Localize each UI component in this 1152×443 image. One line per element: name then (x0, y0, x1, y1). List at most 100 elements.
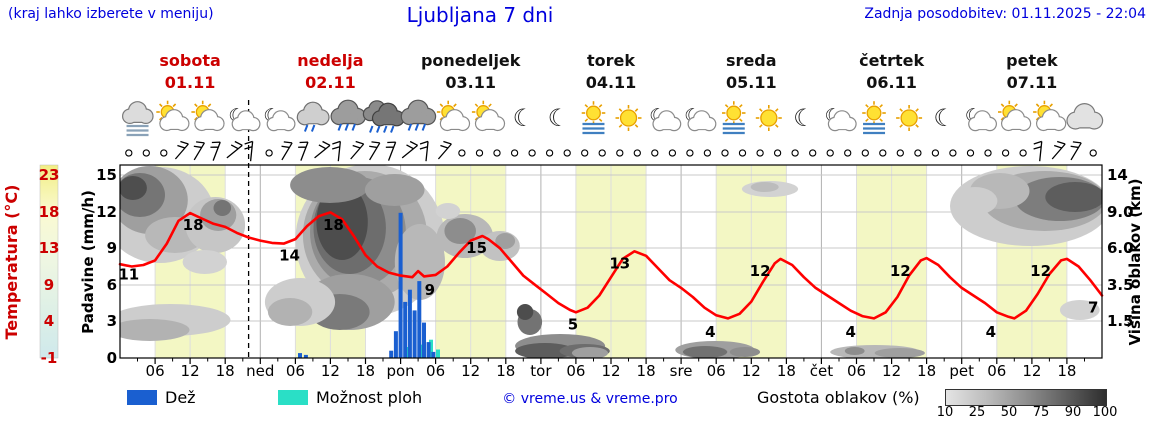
precip-axis-tick: 15 (96, 166, 117, 184)
time-tick: 06 (566, 362, 585, 380)
wind-calm-circle (966, 149, 975, 157)
wind-barb (281, 141, 293, 161)
day-name: ponedeljek (421, 51, 521, 70)
weather-icon-mcloud: ☾ (684, 105, 717, 132)
precip-axis-tick: 6 (107, 276, 117, 294)
wind-barb (210, 141, 221, 161)
cloud-icon (474, 109, 506, 132)
temp-value-label: 11 (118, 266, 139, 284)
wind-calm-circle (861, 149, 869, 157)
fog-lines-icon (126, 124, 149, 137)
weather-icon-cloud (1066, 103, 1104, 130)
time-tick: 06 (286, 362, 305, 380)
weather-icon-rain (400, 99, 437, 131)
cloud-icon (687, 110, 717, 132)
copyright-link[interactable]: © vreme.us & vreme.pro (502, 391, 678, 407)
weather-icon-psun (156, 100, 190, 132)
time-tick: 06 (426, 362, 445, 380)
raindrops-icon (407, 123, 427, 131)
showers-swatch (278, 390, 308, 405)
cloud-cover-layer (120, 165, 1102, 358)
temp-axis-tick: 13 (39, 239, 60, 257)
weather-icon-sunfog (862, 101, 886, 135)
cloud-density-label: Gostota oblakov (%) (757, 388, 920, 407)
weather-icon-fog (122, 101, 154, 137)
density-tick: 10 (936, 405, 954, 420)
wind-barb (226, 140, 243, 159)
fog-lines-icon (582, 122, 605, 135)
wind-calm-circle (756, 149, 764, 157)
time-tick: 18 (216, 362, 235, 380)
moon-icon: ☾ (548, 104, 570, 132)
wind-calm-circle (844, 149, 852, 157)
precip-axis-tick: 0 (107, 349, 117, 367)
sun-icon (896, 105, 923, 131)
time-tick: 12 (882, 362, 901, 380)
day-name: torek (587, 51, 635, 70)
wind-barb (350, 140, 365, 160)
wind-calm-circle (703, 149, 712, 157)
wind-calm-circle (563, 149, 571, 157)
day-name: petek (1006, 51, 1058, 70)
moon-icon: ☾ (933, 104, 955, 132)
sun-icon (615, 105, 642, 131)
temp-value-label: 14 (279, 247, 300, 265)
day-date: 01.11 (165, 73, 216, 92)
cloud-icon (1001, 109, 1032, 132)
temp-value-label: 13 (609, 254, 630, 272)
time-tick: 12 (181, 362, 200, 380)
day-date: 03.11 (445, 73, 496, 92)
time-tick: 12 (1022, 362, 1041, 380)
cloud-icon (827, 110, 857, 132)
temp-value-label: 4 (705, 323, 715, 341)
weather-icon-sun (615, 105, 642, 131)
cloud-icon (652, 110, 682, 132)
weather-icon-sun (755, 105, 782, 131)
wind-barb (1051, 140, 1066, 160)
wind-barb (1070, 141, 1082, 161)
wind-barb (244, 140, 254, 162)
cloud-axis-tick: 6.0 (1107, 239, 1134, 257)
weather-icon-mcloud: ☾ (263, 105, 296, 132)
wind-calm-circle (1089, 149, 1097, 157)
temp-axis-tick: 23 (39, 166, 60, 184)
rain-swatch (127, 390, 157, 405)
moon-icon: ☾ (513, 104, 535, 132)
day-abbrev: tor (530, 362, 552, 380)
wind-calm-circle (809, 149, 817, 157)
temp-value-label: 15 (466, 239, 487, 257)
cloud-axis-title: Višina oblakov (km) (1126, 178, 1144, 345)
wind-barb (401, 140, 418, 159)
temp-value-label: 12 (890, 262, 911, 280)
wind-barb (437, 140, 452, 160)
cloud-icon (159, 109, 190, 132)
cloud-icon (194, 109, 225, 132)
temp-axis-tick: -1 (41, 349, 58, 367)
precip-axis-tick: 9 (107, 239, 117, 257)
time-tick: 18 (917, 362, 936, 380)
temp-value-label: 18 (183, 216, 204, 234)
time-tick: 18 (777, 362, 796, 380)
cloud-icon (1036, 109, 1067, 132)
wind-calm-circle (142, 149, 150, 157)
weather-icon-rain (330, 99, 366, 131)
temp-value-label: 12 (1030, 262, 1051, 280)
raindrops-icon (369, 125, 395, 133)
wind-calm-circle (528, 149, 536, 157)
wind-calm-circle (931, 149, 940, 157)
sun-icon (862, 101, 886, 125)
wind-calm-circle (545, 149, 554, 157)
weather-icon-sun (896, 105, 923, 131)
wind-calm-circle (1019, 149, 1027, 157)
wind-barb (314, 140, 331, 159)
day-abbrev: čet (810, 362, 833, 380)
day-abbrev: ned (246, 362, 274, 380)
temp-axis-title: Temperatura (°C) (2, 185, 21, 340)
time-tick: 18 (1057, 362, 1076, 380)
last-update: Zadnja posodobitev: 01.11.2025 - 22:04 (864, 6, 1146, 22)
wind-calm-circle (721, 149, 729, 157)
time-tick: 06 (146, 362, 165, 380)
wind-calm-circle (668, 149, 677, 157)
wind-calm-circle (510, 149, 519, 157)
